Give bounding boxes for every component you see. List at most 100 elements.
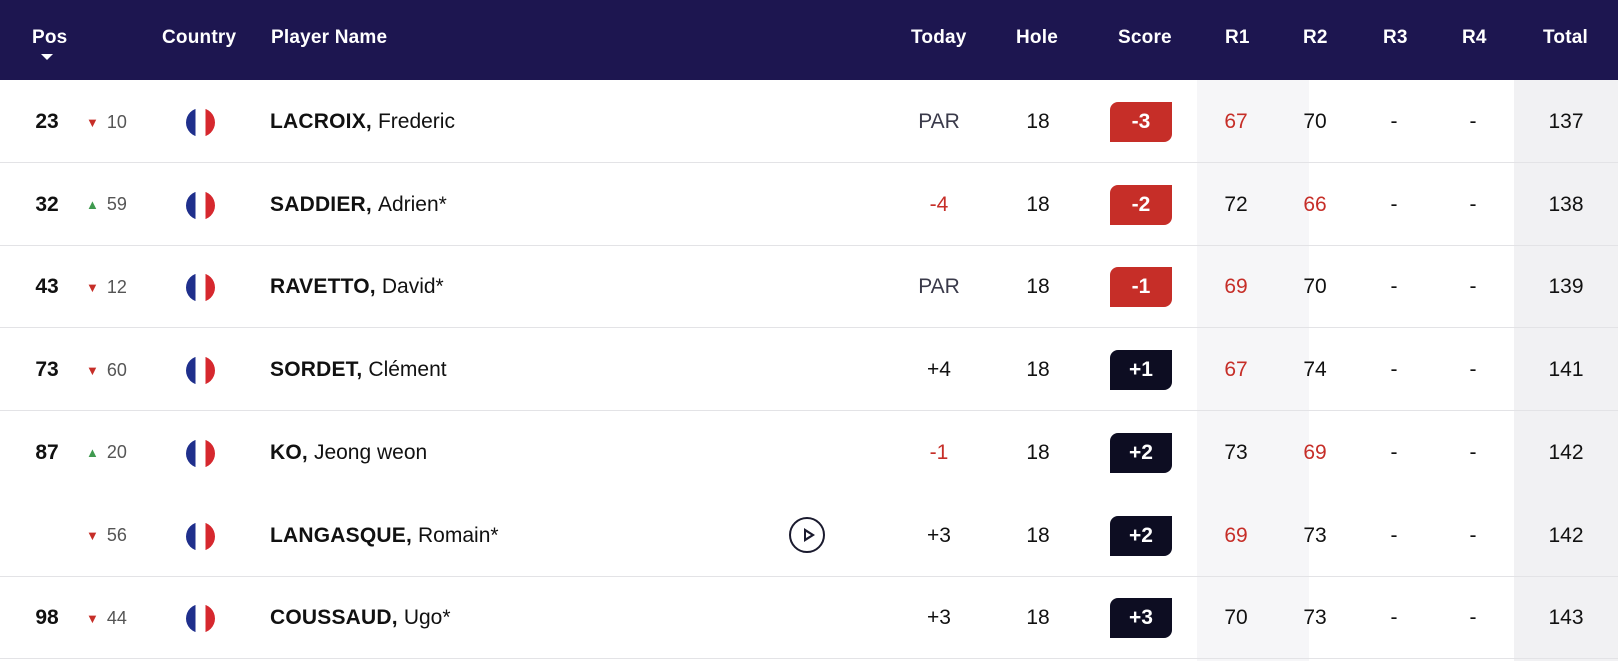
round-1-score: 67 xyxy=(1224,110,1248,133)
header-score[interactable]: Score xyxy=(1118,27,1172,48)
position-change-value: 56 xyxy=(106,525,127,545)
score-cell: -1 xyxy=(1110,246,1172,328)
position-change: ▼ 12 xyxy=(86,246,146,328)
score-badge: -2 xyxy=(1110,184,1172,225)
player-last-name: SORDET, xyxy=(270,358,363,382)
total-column-shade xyxy=(1514,80,1618,661)
round-2-score: 73 xyxy=(1303,523,1327,547)
today-score: PAR xyxy=(918,275,960,299)
today-score: -4 xyxy=(929,192,949,216)
round-4-score: - xyxy=(1469,440,1477,464)
total-score: 142 xyxy=(1548,523,1584,547)
total-score: 139 xyxy=(1548,275,1584,299)
position-change-value: 20 xyxy=(106,442,127,463)
leaderboard-header: Pos Country Player Name Today Hole Score… xyxy=(0,0,1618,80)
player-name[interactable]: LACROIX, Frederic xyxy=(270,81,770,163)
header-hole[interactable]: Hole xyxy=(1016,27,1058,48)
position-change-value: 44 xyxy=(106,607,127,628)
round-3-score: - xyxy=(1390,606,1398,630)
player-last-name: KO, xyxy=(270,440,308,464)
round-3-score: - xyxy=(1390,192,1398,216)
hole-value: 18 xyxy=(1026,523,1050,547)
total-score: 137 xyxy=(1548,110,1584,133)
player-name[interactable]: RAVETTO, David* xyxy=(270,246,770,328)
score-badge: +3 xyxy=(1110,598,1172,639)
position-change: ▲ 20 xyxy=(86,412,146,494)
round-2-score: 70 xyxy=(1303,110,1327,133)
table-row[interactable]: 87 ▲ 20 KO, Jeong weon -1 18 +2 73 69 - - 142 xyxy=(0,412,1618,494)
player-name[interactable]: KO, Jeong weon xyxy=(270,412,770,494)
player-last-name: COUSSAUD, xyxy=(270,606,398,630)
player-last-name: LACROIX, xyxy=(270,110,372,133)
arrow-down-icon: ▼ xyxy=(86,362,99,378)
player-first-name: Frederic xyxy=(377,110,455,133)
round-1-score: 70 xyxy=(1224,606,1248,630)
position-value: 43 xyxy=(35,275,59,299)
header-country[interactable]: Country xyxy=(162,27,237,48)
arrow-down-icon: ▼ xyxy=(86,279,99,295)
arrow-down-icon: ▼ xyxy=(86,528,99,543)
france-flag-icon xyxy=(186,273,215,303)
header-r1[interactable]: R1 xyxy=(1225,27,1250,48)
player-name[interactable]: SORDET, Clément xyxy=(270,329,770,411)
position-value xyxy=(22,495,72,577)
player-name[interactable]: LANGASQUE, Romain* xyxy=(270,495,770,577)
france-flag-icon xyxy=(186,604,215,634)
france-flag-icon xyxy=(186,521,215,551)
position-change: ▼ 44 xyxy=(86,577,146,659)
header-today[interactable]: Today xyxy=(911,27,967,48)
header-player-name[interactable]: Player Name xyxy=(271,27,388,48)
round-1-score: 67 xyxy=(1224,358,1248,382)
score-badge: -3 xyxy=(1110,102,1172,142)
position-change: ▲ 59 xyxy=(86,164,146,246)
player-last-name: RAVETTO, xyxy=(270,275,376,299)
arrow-down-icon: ▼ xyxy=(86,114,99,130)
today-score: PAR xyxy=(918,110,960,133)
player-first-name: Romain* xyxy=(418,523,499,547)
player-first-name: David* xyxy=(381,275,444,299)
round-4-score: - xyxy=(1469,192,1477,216)
score-badge: +2 xyxy=(1110,432,1172,473)
table-row[interactable]: 98 ▼ 44 COUSSAUD, Ugo* +3 18 +3 70 73 - - 143 xyxy=(0,577,1618,660)
player-first-name: Clément xyxy=(368,358,447,382)
score-cell: +2 xyxy=(1110,412,1172,494)
score-cell: +2 xyxy=(1110,495,1172,577)
today-score: +3 xyxy=(927,606,951,630)
hole-value: 18 xyxy=(1026,440,1050,464)
today-score: +3 xyxy=(927,523,951,547)
table-row[interactable]: 43 ▼ 12 RAVETTO, David* PAR 18 -1 69 70 - - 139 xyxy=(0,246,1618,329)
position-change: ▼ 56 xyxy=(86,495,146,577)
header-r3[interactable]: R3 xyxy=(1383,27,1408,48)
header-pos[interactable]: Pos xyxy=(32,27,68,48)
player-name[interactable]: COUSSAUD, Ugo* xyxy=(270,577,770,659)
table-row[interactable]: ▼ 56 LANGASQUE, Romain* +3 18 +2 69 73 - - 142 xyxy=(0,495,1618,577)
r1-column-shade xyxy=(1197,80,1309,661)
player-name[interactable]: SADDIER, Adrien* xyxy=(270,164,770,246)
score-cell: -2 xyxy=(1110,164,1172,246)
round-3-score: - xyxy=(1390,275,1398,299)
round-4-score: - xyxy=(1469,275,1477,299)
score-badge: +1 xyxy=(1110,350,1172,391)
score-cell: -3 xyxy=(1110,81,1172,163)
round-3-score: - xyxy=(1390,358,1398,382)
round-3-score: - xyxy=(1390,523,1398,547)
table-row[interactable]: 73 ▼ 60 SORDET, Clément +4 18 +1 67 74 - - 141 xyxy=(0,329,1618,412)
round-4-score: - xyxy=(1469,523,1477,547)
table-row[interactable]: 32 ▲ 59 SADDIER, Adrien* -4 18 -2 72 66 - - 138 xyxy=(0,164,1618,246)
sort-caret-icon[interactable] xyxy=(41,54,53,60)
round-1-score: 69 xyxy=(1224,523,1248,547)
play-video-icon[interactable] xyxy=(789,516,825,553)
player-first-name: Adrien* xyxy=(377,192,447,216)
round-2-score: 70 xyxy=(1303,275,1327,299)
table-row[interactable]: 23 ▼ 10 LACROIX, Frederic PAR 18 -3 67 70 - - 137 xyxy=(0,81,1618,163)
round-4-score: - xyxy=(1469,606,1477,630)
player-last-name: SADDIER, xyxy=(270,192,372,216)
player-first-name: Ugo* xyxy=(403,606,451,630)
hole-value: 18 xyxy=(1026,110,1050,133)
header-r4[interactable]: R4 xyxy=(1462,27,1487,48)
total-score: 142 xyxy=(1548,440,1584,464)
header-total[interactable]: Total xyxy=(1543,27,1588,48)
header-r2[interactable]: R2 xyxy=(1303,27,1328,48)
hole-value: 18 xyxy=(1026,192,1050,216)
